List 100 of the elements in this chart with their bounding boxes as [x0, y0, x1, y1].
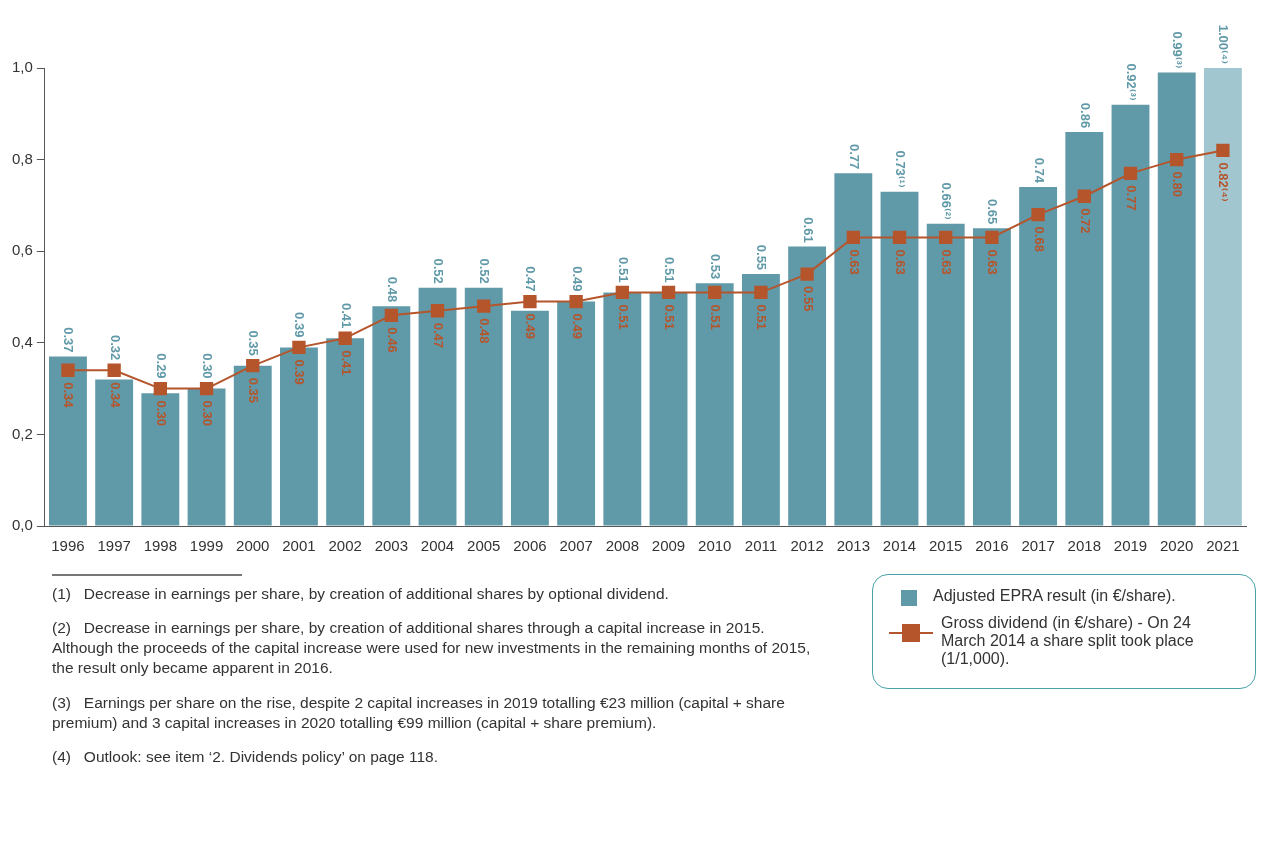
data-label: 0.52: [430, 258, 446, 284]
point: [846, 230, 860, 245]
x-tick-label: 2017: [1021, 537, 1055, 555]
x-tick-label: 1997: [97, 537, 131, 555]
data-label: 0.92⁽³⁾: [1123, 63, 1139, 101]
data-label: 0.48: [384, 276, 400, 303]
data-label: 0.49: [569, 313, 585, 339]
bar: [141, 393, 180, 526]
x-tick-label: 1999: [189, 537, 224, 555]
point: [1031, 207, 1045, 222]
data-label: 0.34: [61, 382, 77, 409]
point: [292, 340, 306, 355]
x-tick-label: 2004: [420, 537, 455, 555]
bar: [233, 365, 272, 526]
data-label: 0.63: [985, 249, 1001, 275]
x-tick-label: 2018: [1067, 537, 1101, 555]
point: [384, 308, 398, 322]
bar: [1203, 68, 1242, 526]
bar: [326, 338, 365, 526]
point: [800, 267, 814, 281]
bar: [972, 228, 1011, 526]
data-label: 0.49: [569, 266, 585, 292]
data-label: 0.39: [292, 359, 308, 385]
text: (2) Decrease in earnings per share, by creation of additional shares through a capital increase in 2015. Although the proceeds of the capital increase were used for new investments in the remaining months of 2015, the result only became apparent in 2016.: [52, 618, 812, 679]
data-label: 0.35: [246, 330, 262, 356]
x-tick-label: 2007: [559, 537, 593, 555]
data-label: 0.30: [199, 353, 215, 379]
point: [569, 294, 583, 309]
x-tick-label: 2019: [1113, 537, 1148, 555]
x-tick-label: 2014: [882, 537, 917, 555]
bar: [1065, 132, 1104, 526]
y-tick-label: 0,0: [11, 516, 33, 534]
data-label: 0.51: [661, 257, 677, 283]
data-label: 0.77: [1123, 185, 1139, 211]
data-label: 0.66⁽²⁾: [939, 182, 955, 220]
x-tick-label: 2006: [513, 537, 547, 555]
bar: [926, 223, 965, 526]
data-label: 0.51: [615, 257, 631, 283]
data-label: 0.34: [107, 382, 123, 409]
data-label: 0.63: [892, 249, 908, 275]
text: (3) Earnings per share on the rise, despite 2 capital increases in 2019 totalling €23 million (capital + share premium) and 3 capital increases in 2020 totalling €99 million (capital + share premium).: [52, 692, 786, 733]
bar: [1111, 104, 1150, 526]
x-tick-label: 2001: [282, 537, 316, 555]
x-tick-label: 2011: [744, 537, 778, 555]
text: (1) Decrease in earnings per share, by creation of additional shares by optional dividend.: [52, 584, 670, 604]
data-label: 0.74: [1031, 157, 1047, 184]
x-tick-label: 2013: [836, 537, 870, 555]
point: [246, 359, 260, 373]
data-label: 0.41: [338, 302, 354, 329]
data-label: 0.51: [708, 304, 724, 330]
point: [985, 230, 999, 245]
legend-label: Gross dividend (in €/share) - On 24 March 2014 a share split took place (1/1,000).: [941, 614, 1195, 668]
bar: [464, 287, 503, 526]
data-label: 0.47: [430, 322, 446, 349]
point: [661, 285, 676, 300]
data-label: 0.41: [338, 350, 354, 376]
bar: [280, 347, 318, 526]
x-tick-label: 2021: [1206, 537, 1240, 555]
bar: [418, 287, 457, 526]
point: [199, 381, 214, 396]
data-label: 0.52: [477, 258, 493, 284]
x-tick-label: 2008: [605, 537, 640, 555]
data-label: 0.63: [939, 249, 955, 275]
bar: [187, 388, 226, 526]
point: [939, 230, 953, 245]
data-label: 0.55: [754, 244, 770, 271]
data-label: 0.37: [61, 327, 77, 353]
bar: [372, 306, 411, 526]
point: [153, 381, 167, 396]
x-tick-label: 2005: [467, 537, 501, 555]
data-label: 0.80: [1170, 171, 1186, 197]
x-tick-label: 1996: [51, 537, 85, 555]
bar: [1157, 72, 1196, 526]
y-tick-label: 0,8: [11, 149, 33, 167]
bar: [95, 379, 134, 526]
bar: [834, 173, 873, 526]
bar: [649, 292, 688, 526]
data-label: 0.65: [985, 198, 1001, 225]
data-label: 0.49: [523, 313, 539, 339]
x-tick-label: 2002: [328, 537, 362, 555]
bar: [880, 191, 919, 526]
data-label: 0.51: [615, 304, 631, 330]
data-label: 0.30: [199, 400, 215, 426]
data-label: 0.86: [1077, 102, 1093, 129]
x-tick-label: 2009: [651, 537, 686, 555]
bar: [788, 246, 827, 526]
data-label: 0.77: [846, 144, 862, 170]
x-tick-label: 1998: [143, 537, 178, 555]
bar: [557, 301, 596, 526]
data-label: 0.48: [477, 318, 493, 344]
bar: [695, 283, 734, 526]
legend-label: Adjusted EPRA result (in €/share).: [933, 587, 1176, 605]
data-label: 1.00⁽⁴⁾: [1216, 24, 1232, 65]
x-tick-label: 2010: [698, 537, 732, 555]
bar: [510, 310, 549, 526]
point: [1123, 166, 1138, 180]
data-label: 0.73⁽¹⁾: [892, 150, 908, 188]
data-label: 0.35: [246, 377, 262, 404]
y-tick-label: 0,4: [11, 332, 33, 350]
point: [61, 363, 75, 377]
